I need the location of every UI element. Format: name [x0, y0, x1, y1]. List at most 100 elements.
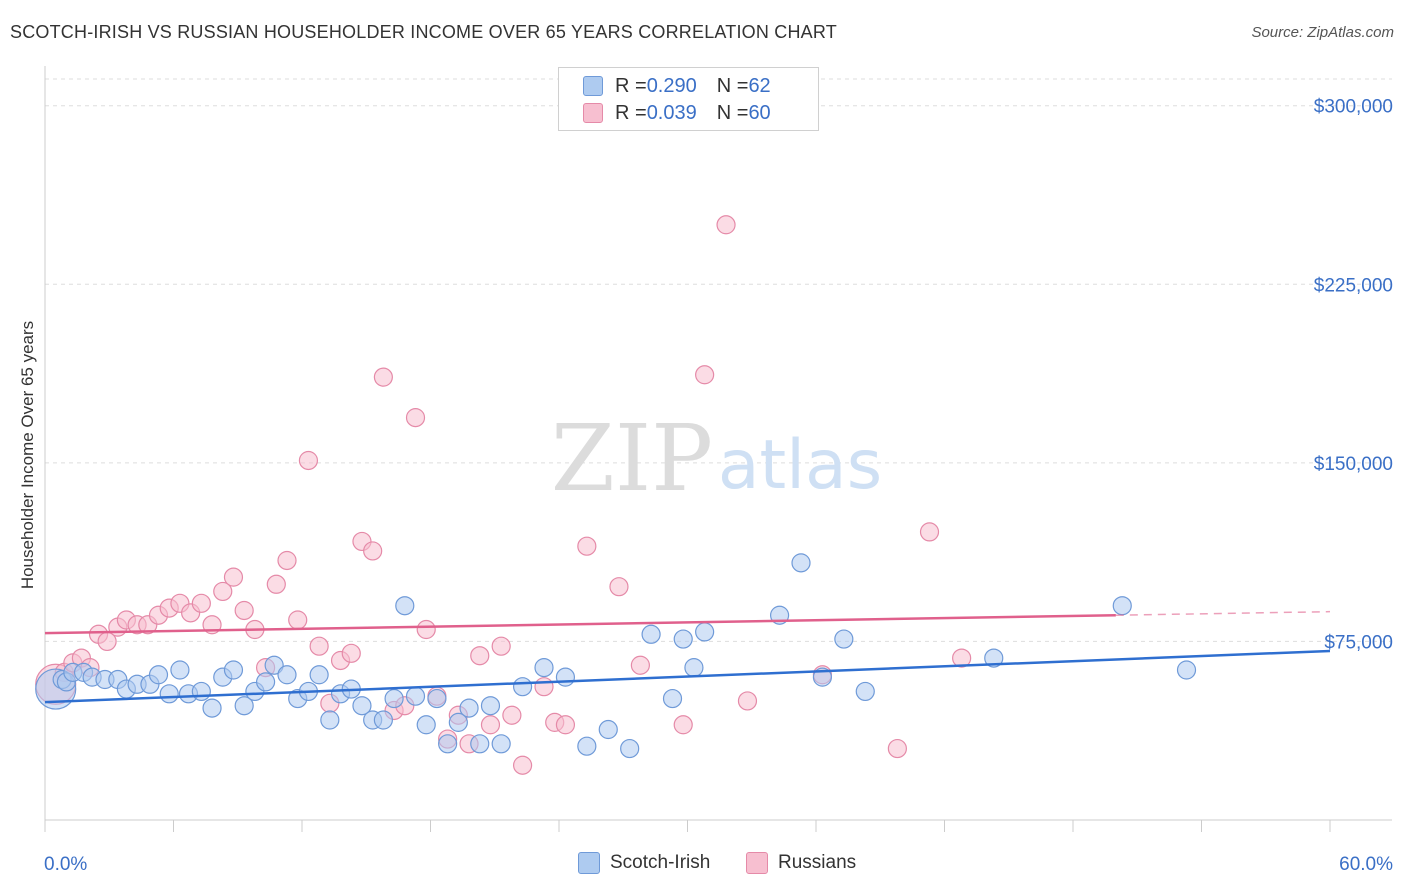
russians-point — [277, 550, 297, 571]
russians-point — [373, 367, 393, 387]
russians-point — [630, 655, 650, 675]
russians-point — [363, 541, 383, 561]
scotch-irish-point — [684, 658, 704, 678]
scotch-irish-point — [159, 684, 179, 704]
russians-point — [288, 610, 308, 630]
grid-lines — [45, 78, 1392, 642]
scotch-irish-point — [448, 712, 468, 732]
y-tick-label: $300,000 — [1314, 97, 1393, 118]
legend-row-russians: R = 0.039 N = 60 — [583, 100, 771, 126]
russians-swatch — [746, 852, 768, 874]
russians-point — [416, 619, 436, 640]
scotch-irish-point — [395, 596, 415, 616]
scotch-irish-point — [855, 681, 875, 702]
legend-n-label: N = — [716, 101, 749, 124]
scotch-irish-point — [255, 672, 276, 692]
scotch-irish-swatch — [583, 76, 603, 96]
scotch-irish-point — [234, 696, 254, 716]
scotch-irish-point — [427, 688, 447, 709]
russians-point — [191, 593, 211, 613]
y-tick-label: $75,000 — [1324, 632, 1393, 653]
russians-point — [577, 536, 597, 556]
scotch-irish-point — [384, 688, 404, 709]
legend-r-value: 0.290 — [646, 74, 697, 97]
scotch-irish-point — [812, 667, 833, 687]
scotch-irish-point — [373, 710, 393, 730]
legend-row-scotch-irish: R = 0.290 N = 62 — [583, 73, 771, 99]
russians-point — [223, 567, 244, 587]
scotch-irish-point — [512, 677, 533, 697]
scotch-irish-point — [791, 553, 811, 573]
x-tick-label-max: 60.0% — [1339, 854, 1393, 875]
scotch-irish-point — [662, 688, 683, 709]
russians-point — [609, 577, 629, 597]
russians-point — [673, 715, 693, 735]
legend-r-value: 0.039 — [646, 101, 697, 124]
scotch-irish-point — [1112, 596, 1132, 616]
bottom-legend-russians[interactable]: Russians — [746, 852, 856, 874]
correlation-legend: R = 0.290 N = 62 R = 0.039 N = 60 — [558, 67, 819, 131]
legend-n-label: N = — [716, 74, 749, 97]
scotch-irish-point — [673, 629, 693, 649]
scotch-irish-trendline — [44, 649, 1331, 704]
russians-point — [502, 705, 522, 725]
x-tick-label-min: 0.0% — [44, 854, 87, 875]
legend-r-label: R = — [615, 74, 647, 97]
russians-point — [298, 450, 319, 471]
scotch-irish-point — [191, 681, 211, 702]
russians-point — [266, 574, 286, 594]
scotch-irish-point — [641, 624, 661, 644]
chart-title: SCOTCH-IRISH VS RUSSIAN HOUSEHOLDER INCO… — [10, 22, 837, 42]
scotch-irish-point — [320, 710, 340, 730]
scotch-irish-point — [555, 667, 576, 687]
legend-n-value: 60 — [748, 101, 771, 124]
scotch-irish-point — [148, 665, 169, 685]
russians-swatch — [583, 103, 603, 123]
scotch-irish-point — [834, 629, 854, 649]
russians-point — [919, 522, 940, 542]
source-label: Source: ZipAtlas.com — [1251, 24, 1394, 41]
scotch-irish-point — [416, 715, 436, 735]
russians-point — [341, 643, 361, 663]
scotch-irish-point — [277, 665, 297, 685]
watermark-atlas: atlas — [718, 426, 882, 505]
scotch-irish-point — [620, 738, 640, 759]
russians-point — [234, 600, 254, 621]
scotch-irish-point — [352, 696, 372, 716]
scotch-irish-point — [309, 665, 329, 685]
trend-lines — [44, 610, 1331, 704]
russians-point — [716, 215, 736, 235]
russians-point — [695, 365, 715, 385]
scotch-irish-point — [534, 658, 554, 678]
scotch-irish-point — [438, 734, 458, 754]
legend-r-label: R = — [615, 101, 647, 124]
y-tick-label: $150,000 — [1314, 454, 1393, 475]
russians-point — [309, 636, 329, 656]
scotch-irish-point — [491, 734, 511, 754]
russians-point — [213, 581, 233, 602]
series-name-russians: Russians — [778, 852, 857, 873]
y-tick-labels: $75,000 $150,000 $225,000 $300,000 — [1314, 97, 1393, 654]
russians-point — [952, 648, 972, 668]
russians-point — [470, 646, 490, 666]
scotch-irish-point — [170, 660, 190, 680]
scotch-irish-point — [459, 698, 479, 718]
scotch-irish-point — [223, 660, 244, 680]
scotch-irish-point — [984, 648, 1004, 668]
bottom-legend-scotch-irish[interactable]: Scotch-Irish — [578, 852, 710, 874]
scotch-irish-point — [202, 698, 222, 718]
russians-trendline-extension — [1115, 610, 1331, 616]
russians-point — [480, 715, 501, 735]
y-tick-label: $225,000 — [1314, 275, 1393, 296]
russians-point — [512, 755, 533, 775]
russians-point — [405, 408, 426, 428]
russians-point — [887, 738, 907, 759]
scotch-irish-point — [695, 622, 715, 642]
scotch-irish-point — [264, 655, 284, 675]
russians-trendline — [44, 613, 1116, 635]
legend-n-value: 62 — [748, 74, 771, 97]
russians-point — [555, 715, 576, 735]
scotch-irish-point — [470, 734, 490, 754]
scotch-irish-point — [1176, 660, 1197, 680]
